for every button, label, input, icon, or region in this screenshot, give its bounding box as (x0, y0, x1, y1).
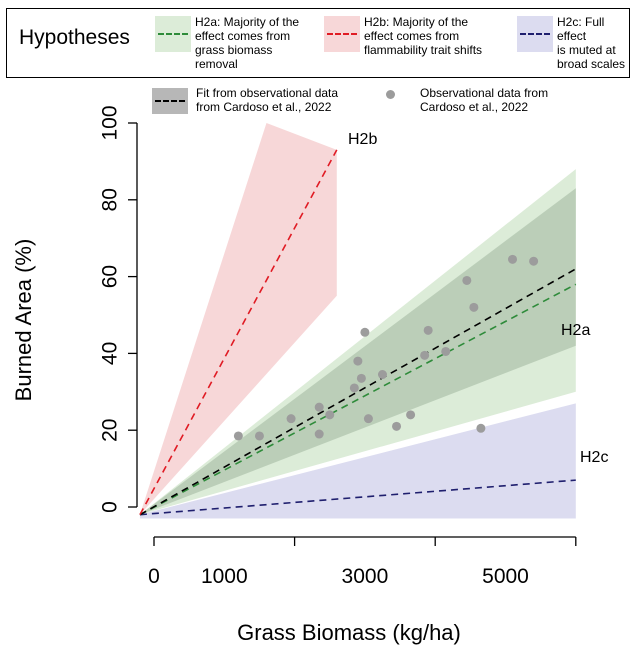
h2c-line (139, 479, 576, 516)
y-tick-label-100: 100 (99, 105, 122, 140)
h2a-label: H2a (561, 322, 591, 339)
h2c-label: H2c (580, 449, 609, 466)
h2b-swatch (324, 16, 360, 52)
data-point-20 (476, 423, 486, 433)
data-point-19 (469, 302, 479, 312)
fit-band (139, 188, 576, 515)
data-point-18 (462, 275, 472, 285)
data-point-12 (377, 370, 387, 380)
data-point-2 (254, 431, 264, 441)
data-point-8 (353, 356, 363, 366)
obs-legend-text: Observational data from Cardoso et al., 2… (420, 86, 549, 114)
y-axis-label: Burned Area (%) (11, 238, 36, 402)
data-point-1 (233, 431, 243, 441)
h2c-swatch (517, 16, 553, 52)
data-point-22 (529, 256, 539, 266)
h2a-swatch (155, 16, 191, 52)
y-tick-label-40: 40 (99, 342, 122, 365)
x-axis-label: Grass Biomass (kg/ha) (237, 620, 461, 645)
data-point-3 (286, 414, 296, 424)
h2b-label: H2b (348, 131, 378, 148)
data-point-21 (508, 254, 518, 264)
data-point-13 (392, 421, 402, 431)
hypotheses-legend: Hypotheses H2a: Majority of the effect co… (6, 8, 630, 78)
y-tick-label-20: 20 (99, 419, 122, 442)
h2a-line (139, 283, 577, 516)
h2b-legend-text: H2b: Majority of the effect comes from fla… (364, 15, 483, 57)
h2c-legend-text: H2c: Full effect is muted at broad scales (557, 15, 626, 71)
h2c-band (139, 403, 576, 519)
data-point-11 (363, 414, 373, 424)
y-tick-label-80: 80 (99, 188, 122, 211)
legend-item-h2b: H2b: Majority of the effect comes from fla… (324, 14, 504, 74)
data-point-15 (423, 325, 433, 335)
y-tick-label-0: 0 (99, 501, 122, 513)
data-point-9 (360, 327, 370, 337)
x-tick-label-5000: 5000 (482, 565, 529, 588)
data-point-10 (356, 373, 366, 383)
data-point-14 (406, 410, 416, 420)
fit-legend-text: Fit from observational data from Cardoso … (196, 86, 339, 114)
h2b-band (139, 123, 337, 515)
fit-swatch (152, 88, 188, 114)
legend-item-h2c: H2c: Full effect is muted at broad scales (517, 14, 627, 74)
h2a-legend-text: H2a: Majority of the effect comes from gra… (195, 15, 300, 71)
legend-title: Hypotheses (19, 26, 130, 49)
data-point-17 (441, 346, 451, 356)
data-point-6 (314, 429, 324, 439)
data-point-7 (349, 383, 359, 393)
x-tick-label-1000: 1000 (201, 565, 248, 588)
h2a-band (139, 169, 576, 515)
x-tick-label-3000: 3000 (342, 565, 389, 588)
obs-dot-icon (386, 90, 395, 99)
y-tick-label-60: 60 (99, 265, 122, 288)
data-point-4 (314, 402, 324, 412)
x-tick-label-0: 0 (148, 565, 160, 588)
legend-item-h2a: H2a: Majority of the effect comes from gra… (155, 14, 317, 74)
h2b-line (139, 149, 338, 516)
data-point-16 (420, 350, 430, 360)
data-point-5 (325, 410, 335, 420)
